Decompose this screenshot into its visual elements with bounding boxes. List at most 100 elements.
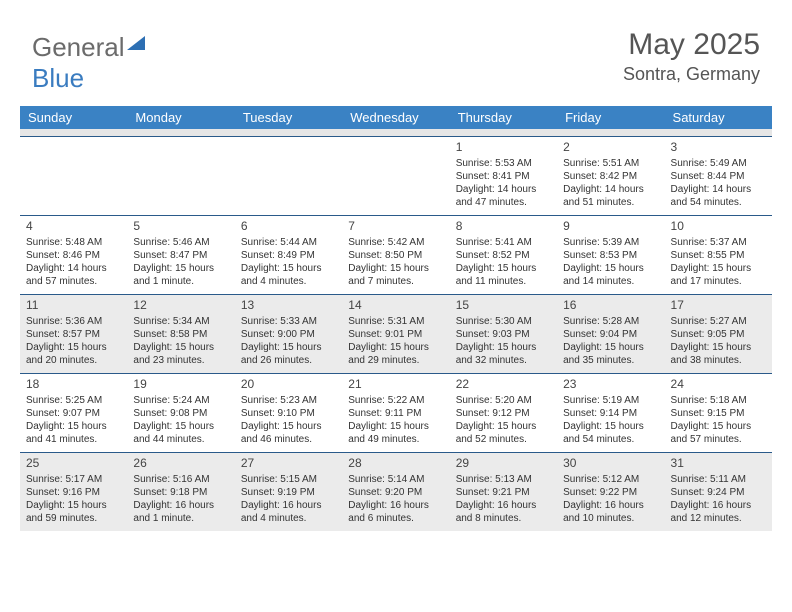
daylight-text: Daylight: 14 hours and 54 minutes. — [671, 183, 766, 209]
day-number: 12 — [133, 298, 228, 314]
sunrise-text: Sunrise: 5:36 AM — [26, 315, 121, 328]
day-cell: 26Sunrise: 5:16 AMSunset: 9:18 PMDayligh… — [127, 453, 234, 531]
sunset-text: Sunset: 8:42 PM — [563, 170, 658, 183]
day-cell: 31Sunrise: 5:11 AMSunset: 9:24 PMDayligh… — [665, 453, 772, 531]
daylight-text: Daylight: 15 hours and 41 minutes. — [26, 420, 121, 446]
sunset-text: Sunset: 8:53 PM — [563, 249, 658, 262]
daylight-text: Daylight: 16 hours and 8 minutes. — [456, 499, 551, 525]
sunrise-text: Sunrise: 5:46 AM — [133, 236, 228, 249]
header-right: May 2025 Sontra, Germany — [623, 28, 760, 85]
day-cell: 12Sunrise: 5:34 AMSunset: 8:58 PMDayligh… — [127, 295, 234, 373]
day-cell: 1Sunrise: 5:53 AMSunset: 8:41 PMDaylight… — [450, 137, 557, 215]
calendar: Sunday Monday Tuesday Wednesday Thursday… — [20, 106, 772, 531]
daylight-text: Daylight: 14 hours and 51 minutes. — [563, 183, 658, 209]
daylight-text: Daylight: 15 hours and 1 minute. — [133, 262, 228, 288]
sunrise-text: Sunrise: 5:20 AM — [456, 394, 551, 407]
day-cell: 13Sunrise: 5:33 AMSunset: 9:00 PMDayligh… — [235, 295, 342, 373]
day-cell: 8Sunrise: 5:41 AMSunset: 8:52 PMDaylight… — [450, 216, 557, 294]
sunset-text: Sunset: 9:04 PM — [563, 328, 658, 341]
day-number: 31 — [671, 456, 766, 472]
sunrise-text: Sunrise: 5:48 AM — [26, 236, 121, 249]
day-number: 26 — [133, 456, 228, 472]
sunset-text: Sunset: 9:07 PM — [26, 407, 121, 420]
day-number: 13 — [241, 298, 336, 314]
day-cell: 9Sunrise: 5:39 AMSunset: 8:53 PMDaylight… — [557, 216, 664, 294]
day-number: 1 — [456, 140, 551, 156]
day-cell: 18Sunrise: 5:25 AMSunset: 9:07 PMDayligh… — [20, 374, 127, 452]
sunrise-text: Sunrise: 5:27 AM — [671, 315, 766, 328]
day-cell: 28Sunrise: 5:14 AMSunset: 9:20 PMDayligh… — [342, 453, 449, 531]
day-number: 5 — [133, 219, 228, 235]
daylight-text: Daylight: 15 hours and 26 minutes. — [241, 341, 336, 367]
day-number: 4 — [26, 219, 121, 235]
day-number: 6 — [241, 219, 336, 235]
day-cell: 6Sunrise: 5:44 AMSunset: 8:49 PMDaylight… — [235, 216, 342, 294]
day-number: 19 — [133, 377, 228, 393]
sunrise-text: Sunrise: 5:31 AM — [348, 315, 443, 328]
daylight-text: Daylight: 15 hours and 11 minutes. — [456, 262, 551, 288]
daylight-text: Daylight: 16 hours and 4 minutes. — [241, 499, 336, 525]
day-number: 10 — [671, 219, 766, 235]
daylight-text: Daylight: 15 hours and 59 minutes. — [26, 499, 121, 525]
day-cell: 11Sunrise: 5:36 AMSunset: 8:57 PMDayligh… — [20, 295, 127, 373]
month-title: May 2025 — [623, 28, 760, 62]
weekday-header: Friday — [557, 106, 664, 129]
sunrise-text: Sunrise: 5:18 AM — [671, 394, 766, 407]
sunset-text: Sunset: 9:22 PM — [563, 486, 658, 499]
sunrise-text: Sunrise: 5:24 AM — [133, 394, 228, 407]
daylight-text: Daylight: 15 hours and 7 minutes. — [348, 262, 443, 288]
daylight-text: Daylight: 15 hours and 14 minutes. — [563, 262, 658, 288]
week-row: 25Sunrise: 5:17 AMSunset: 9:16 PMDayligh… — [20, 453, 772, 531]
sunrise-text: Sunrise: 5:12 AM — [563, 473, 658, 486]
day-number: 30 — [563, 456, 658, 472]
day-cell: 5Sunrise: 5:46 AMSunset: 8:47 PMDaylight… — [127, 216, 234, 294]
sunset-text: Sunset: 8:46 PM — [26, 249, 121, 262]
weekday-header: Tuesday — [235, 106, 342, 129]
week-row: 4Sunrise: 5:48 AMSunset: 8:46 PMDaylight… — [20, 216, 772, 295]
logo-text-blue: Blue — [32, 63, 84, 93]
sunrise-text: Sunrise: 5:28 AM — [563, 315, 658, 328]
daylight-text: Daylight: 14 hours and 47 minutes. — [456, 183, 551, 209]
sunrise-text: Sunrise: 5:23 AM — [241, 394, 336, 407]
day-cell — [127, 137, 234, 215]
day-cell: 27Sunrise: 5:15 AMSunset: 9:19 PMDayligh… — [235, 453, 342, 531]
daylight-text: Daylight: 16 hours and 1 minute. — [133, 499, 228, 525]
sunrise-text: Sunrise: 5:14 AM — [348, 473, 443, 486]
day-cell: 29Sunrise: 5:13 AMSunset: 9:21 PMDayligh… — [450, 453, 557, 531]
sunset-text: Sunset: 9:16 PM — [26, 486, 121, 499]
sunset-text: Sunset: 9:19 PM — [241, 486, 336, 499]
day-number: 27 — [241, 456, 336, 472]
day-number: 14 — [348, 298, 443, 314]
sunrise-text: Sunrise: 5:25 AM — [26, 394, 121, 407]
week-row: 18Sunrise: 5:25 AMSunset: 9:07 PMDayligh… — [20, 374, 772, 453]
sunset-text: Sunset: 8:52 PM — [456, 249, 551, 262]
day-cell — [20, 137, 127, 215]
daylight-text: Daylight: 14 hours and 57 minutes. — [26, 262, 121, 288]
week-row: 11Sunrise: 5:36 AMSunset: 8:57 PMDayligh… — [20, 295, 772, 374]
sunset-text: Sunset: 9:14 PM — [563, 407, 658, 420]
sunset-text: Sunset: 8:55 PM — [671, 249, 766, 262]
daylight-text: Daylight: 15 hours and 4 minutes. — [241, 262, 336, 288]
day-number: 29 — [456, 456, 551, 472]
daylight-text: Daylight: 16 hours and 12 minutes. — [671, 499, 766, 525]
day-cell: 19Sunrise: 5:24 AMSunset: 9:08 PMDayligh… — [127, 374, 234, 452]
day-cell: 24Sunrise: 5:18 AMSunset: 9:15 PMDayligh… — [665, 374, 772, 452]
day-number: 23 — [563, 377, 658, 393]
day-number: 8 — [456, 219, 551, 235]
daylight-text: Daylight: 15 hours and 49 minutes. — [348, 420, 443, 446]
weekday-header: Wednesday — [342, 106, 449, 129]
day-number: 24 — [671, 377, 766, 393]
week-row: 1Sunrise: 5:53 AMSunset: 8:41 PMDaylight… — [20, 137, 772, 216]
daylight-text: Daylight: 15 hours and 38 minutes. — [671, 341, 766, 367]
gray-spacer-row — [20, 129, 772, 137]
day-cell: 16Sunrise: 5:28 AMSunset: 9:04 PMDayligh… — [557, 295, 664, 373]
day-cell: 17Sunrise: 5:27 AMSunset: 9:05 PMDayligh… — [665, 295, 772, 373]
location-label: Sontra, Germany — [623, 64, 760, 85]
sunrise-text: Sunrise: 5:37 AM — [671, 236, 766, 249]
sunset-text: Sunset: 9:05 PM — [671, 328, 766, 341]
sunrise-text: Sunrise: 5:51 AM — [563, 157, 658, 170]
sunset-text: Sunset: 9:20 PM — [348, 486, 443, 499]
weekday-header-row: Sunday Monday Tuesday Wednesday Thursday… — [20, 106, 772, 129]
day-cell — [235, 137, 342, 215]
sunset-text: Sunset: 9:12 PM — [456, 407, 551, 420]
